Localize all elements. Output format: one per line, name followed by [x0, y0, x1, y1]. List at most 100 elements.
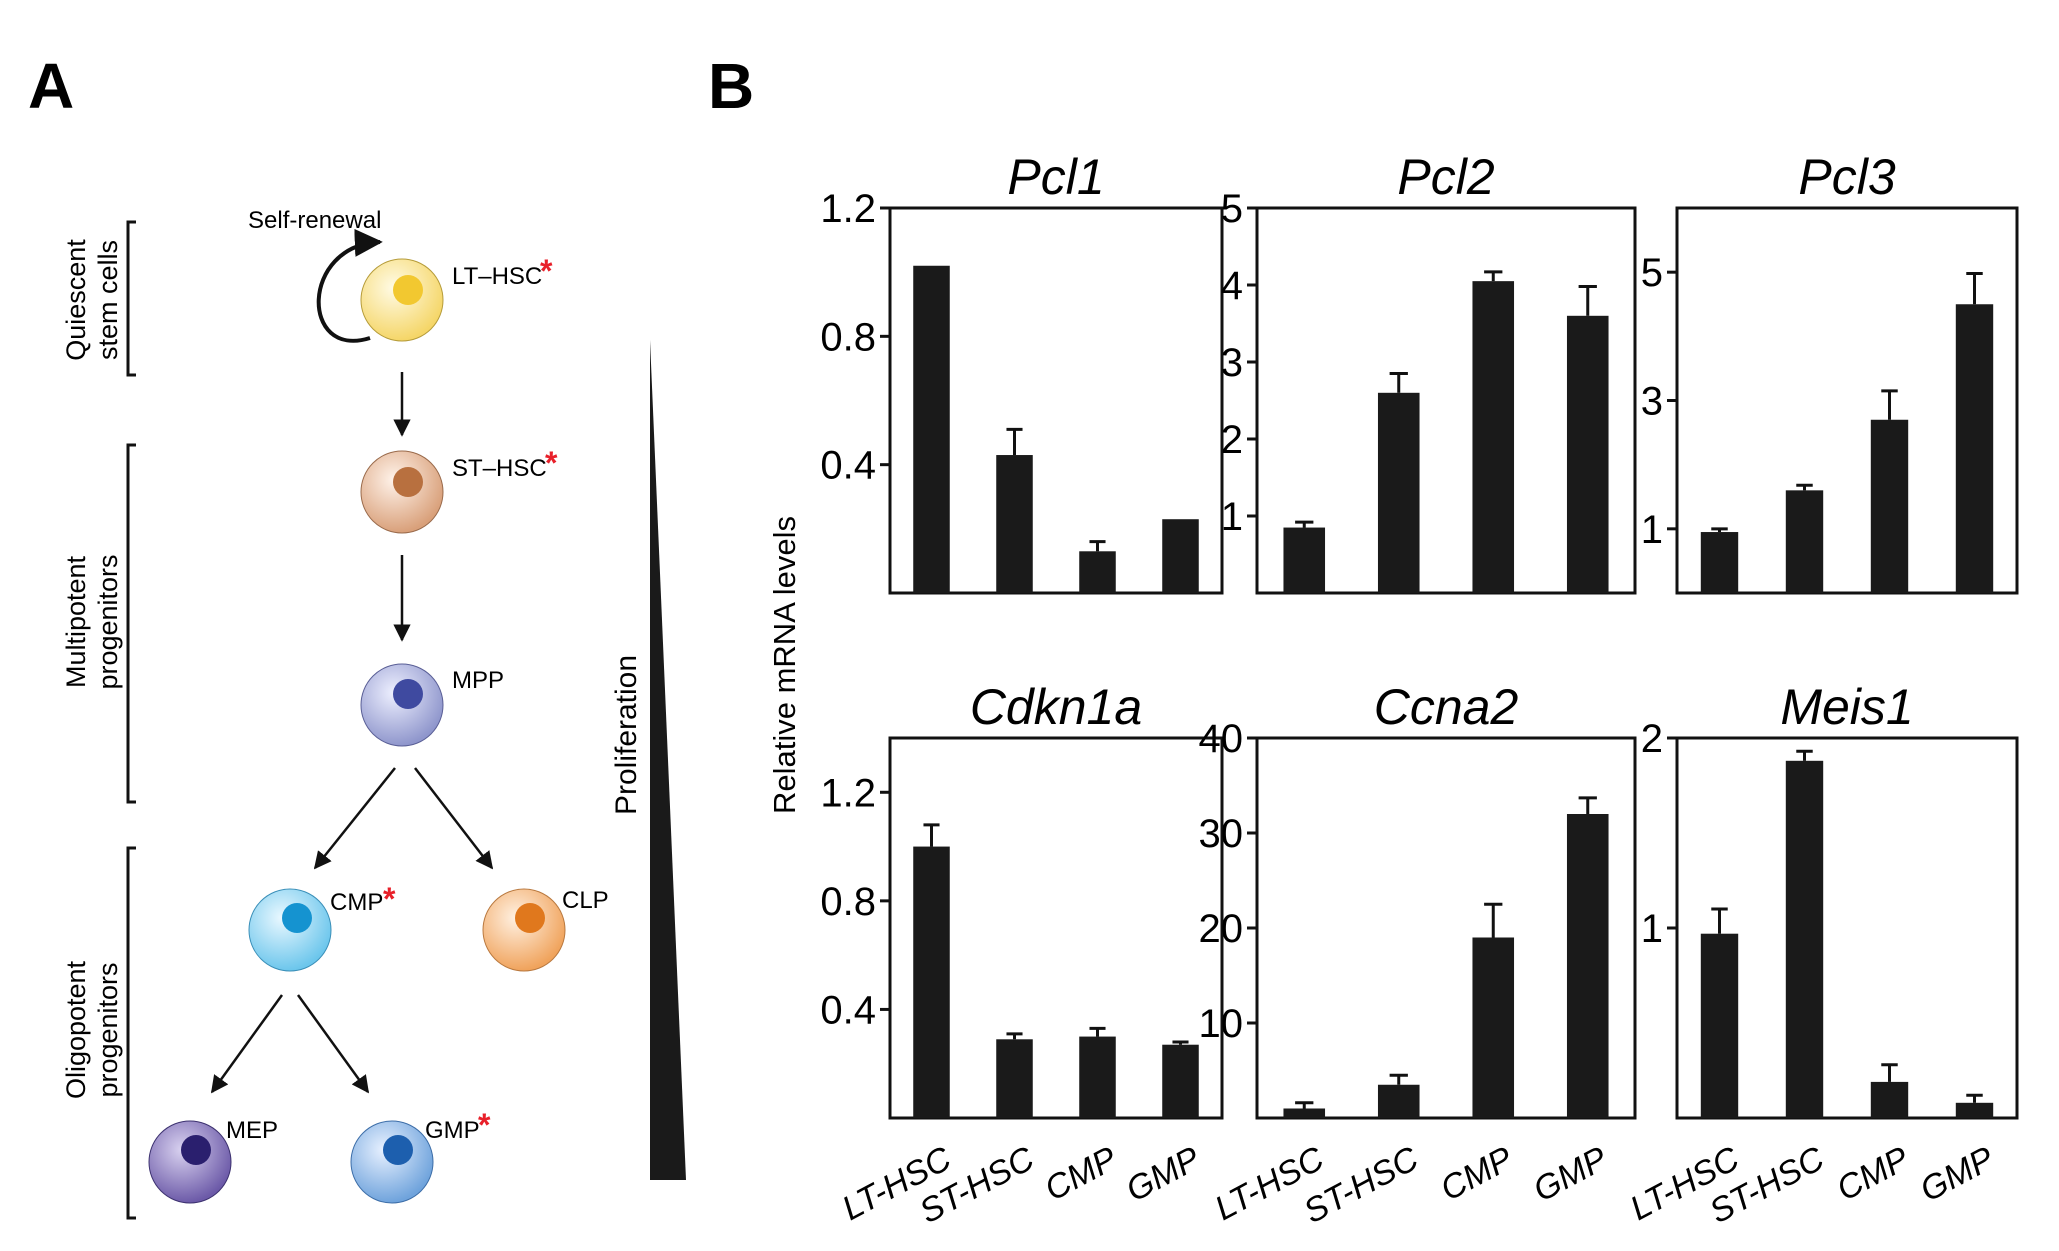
bar-cmp: [1870, 419, 1909, 593]
charts-panel-b: Pcl1 0.4 0.8 1.2 Pcl2 1 2 3 4 5 Pcl3 1 3 5 Cdkn1a 0.4 0.…: [820, 149, 2019, 1231]
x-category-label: CMP: [1434, 1139, 1519, 1208]
star-marker: *: [383, 881, 396, 917]
cell-lt-hsc: LT–HSC *: [360, 253, 553, 342]
y-tick-label: 5: [1641, 251, 1663, 295]
y-tick-label: 40: [1199, 717, 1244, 761]
y-tick-label: 0.4: [820, 444, 876, 488]
cell-label: CMP: [330, 889, 383, 916]
y-tick-label: 1: [1641, 508, 1663, 552]
bar-cmp: [1870, 1081, 1909, 1118]
bracket-oligopotent-line2: progenitors: [93, 962, 123, 1097]
y-tick-label: 10: [1199, 1002, 1244, 1046]
cell-label: LT–HSC: [452, 263, 542, 290]
bar-st-hsc: [1785, 760, 1824, 1118]
chart-title: Pcl3: [1798, 149, 1895, 205]
bar-gmp: [1955, 304, 1994, 593]
chart-pcl2: Pcl2 1 2 3 4 5: [1221, 149, 1637, 595]
bracket-oligopotent: Oligopotent progenitors: [61, 846, 136, 1220]
bar-lt-hsc: [1700, 532, 1739, 593]
bar-cmp: [1079, 1036, 1116, 1118]
panel-b-letter: B: [708, 50, 754, 122]
bar-lt-hsc: [913, 265, 950, 593]
star-marker: *: [540, 253, 553, 289]
chart-pcl3: Pcl3 1 3 5: [1641, 149, 2019, 595]
cell-nucleus: [393, 679, 423, 709]
cell-label: GMP: [425, 1117, 480, 1144]
cell-mpp: MPP: [360, 663, 504, 747]
bar-gmp: [1566, 315, 1609, 593]
chart-frame: [888, 736, 1224, 1120]
x-category-label: CMP: [1039, 1139, 1124, 1208]
y-tick-label: 0.8: [820, 880, 876, 924]
self-renewal-loop: Self-renewal: [248, 207, 383, 343]
bar-lt-hsc: [913, 846, 950, 1118]
x-category-label: GMP: [1527, 1139, 1614, 1209]
bar-gmp: [1162, 519, 1199, 593]
cell-nucleus: [383, 1135, 413, 1165]
cell-nucleus: [181, 1135, 211, 1165]
x-category-label: CMP: [1831, 1139, 1916, 1208]
cell-clp: CLP: [482, 887, 609, 972]
panel-a-letter: A: [28, 50, 74, 122]
y-axis-label: Relative mRNA levels: [767, 516, 802, 814]
bar-cmp: [1472, 937, 1515, 1118]
cell-label: MPP: [452, 667, 504, 694]
cell-gmp: GMP *: [350, 1107, 491, 1204]
chart-title: Cdkn1a: [970, 679, 1142, 735]
proliferation-label: Proliferation: [610, 655, 643, 815]
y-tick-label: 1.2: [820, 187, 876, 231]
bar-cmp: [1472, 281, 1515, 593]
bar-lt-hsc: [1700, 933, 1739, 1118]
bracket-multipotent-line2: progenitors: [93, 554, 123, 689]
bar-gmp: [1162, 1044, 1199, 1118]
y-tick-label: 1: [1641, 907, 1663, 951]
cell-nucleus: [515, 903, 545, 933]
star-marker: *: [545, 445, 558, 481]
bar-st-hsc: [1377, 392, 1420, 593]
cell-nucleus: [393, 275, 423, 305]
bracket-multipotent-line1: Multipotent: [61, 555, 91, 688]
bracket-quiescent-line2: stem cells: [93, 240, 123, 360]
bar-lt-hsc: [1283, 527, 1326, 593]
x-category-label: GMP: [1120, 1139, 1207, 1209]
x-category-label: GMP: [1914, 1139, 2001, 1209]
bar-st-hsc: [996, 455, 1033, 593]
cell-label: ST–HSC: [452, 455, 547, 482]
lineage-arrows: [210, 372, 494, 1094]
y-tick-label: 4: [1221, 264, 1243, 308]
chart-frame: [888, 206, 1224, 595]
cell-st-hsc: ST–HSC *: [360, 445, 558, 534]
bar-gmp: [1955, 1102, 1994, 1118]
bar-st-hsc: [1785, 490, 1824, 593]
y-tick-label: 1.2: [820, 771, 876, 815]
y-tick-label: 20: [1199, 907, 1244, 951]
y-tick-label: 30: [1199, 812, 1244, 856]
bar-st-hsc: [1377, 1084, 1420, 1118]
chart-title: Ccna2: [1374, 679, 1519, 735]
bracket-oligopotent-line1: Oligopotent: [61, 960, 91, 1099]
cell-cmp: CMP *: [248, 881, 396, 972]
bar-cmp: [1079, 551, 1116, 593]
y-tick-label: 1: [1221, 495, 1243, 539]
chart-title: Meis1: [1780, 679, 1913, 735]
y-tick-label: 2: [1641, 717, 1663, 761]
y-tick-label: 3: [1221, 341, 1243, 385]
proliferation-wedge: [650, 340, 686, 1180]
cell-label: MEP: [226, 1117, 278, 1144]
bar-gmp: [1566, 814, 1609, 1118]
y-tick-label: 3: [1641, 380, 1663, 424]
y-tick-label: 0.8: [820, 315, 876, 359]
y-tick-label: 2: [1221, 418, 1243, 462]
cell-label: CLP: [562, 887, 609, 914]
bracket-quiescent-line1: Quiescent: [61, 239, 91, 361]
chart-pcl1: Pcl1 0.4 0.8 1.2: [820, 149, 1224, 595]
chart-title: Pcl2: [1397, 149, 1494, 205]
bar-st-hsc: [996, 1039, 1033, 1118]
bracket-quiescent: Quiescent stem cells: [61, 220, 136, 377]
cell-nucleus: [393, 467, 423, 497]
chart-frame: [1255, 206, 1637, 595]
chart-title: Pcl1: [1007, 149, 1104, 205]
